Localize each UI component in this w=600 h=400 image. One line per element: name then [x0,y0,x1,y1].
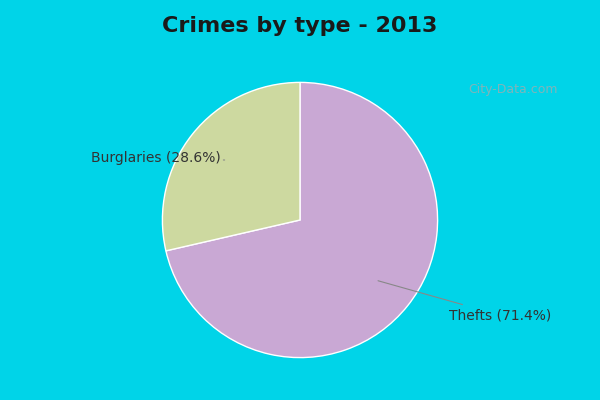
Wedge shape [163,82,300,251]
Text: City-Data.com: City-Data.com [468,84,557,96]
Text: Thefts (71.4%): Thefts (71.4%) [378,281,551,322]
Text: Burglaries (28.6%): Burglaries (28.6%) [91,151,224,165]
Wedge shape [166,82,437,358]
Text: Crimes by type - 2013: Crimes by type - 2013 [163,16,437,36]
